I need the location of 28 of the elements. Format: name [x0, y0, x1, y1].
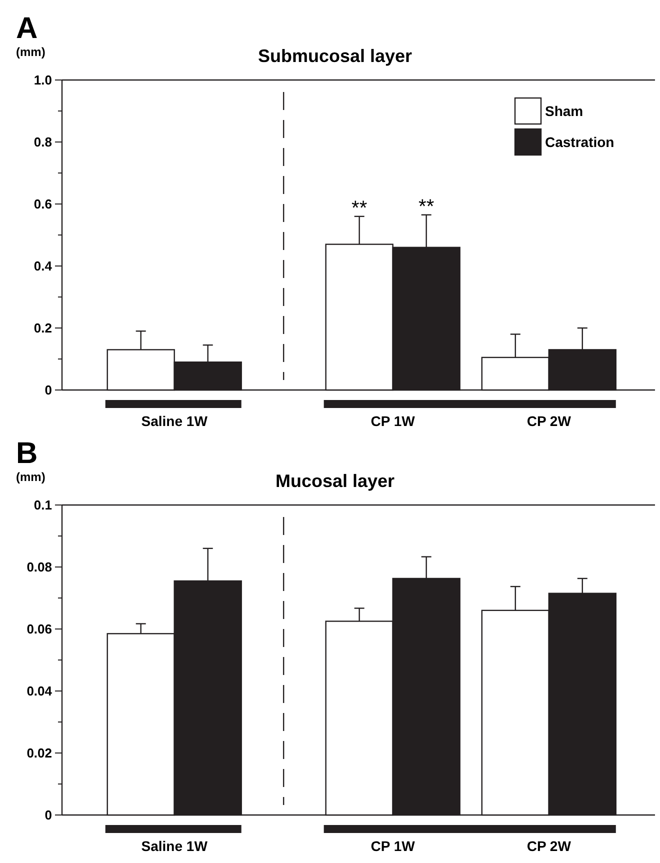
y-axis-title: (mm) [16, 470, 46, 484]
y-tick-label: 0.6 [34, 196, 52, 212]
y-tick-label: 0.02 [26, 746, 52, 761]
y-tick-label: 0 [44, 382, 52, 398]
annotation: ** [418, 196, 434, 218]
x-tick-label: CP 2W [526, 838, 572, 854]
x-tick-label: CP 2W [526, 413, 572, 429]
x-tick-label: Saline 1W [141, 413, 208, 429]
text: A [16, 12, 38, 45]
y-tick-label: 0.06 [26, 622, 52, 637]
y-tick-label: 0.1 [34, 498, 52, 513]
annotation: ** [352, 197, 368, 220]
y-tick-label: 0.8 [34, 134, 52, 150]
x-tick-label: Saline 1W [141, 838, 208, 854]
y-tick-label: 0 [44, 808, 52, 823]
legend-label: Sham [545, 102, 584, 119]
text: B [16, 437, 38, 470]
x-tick-label: CP 1W [370, 413, 416, 429]
chart-title: Submucosal layer [258, 46, 412, 66]
y-tick-label: 0.4 [34, 258, 53, 274]
y-tick-label: 0.2 [34, 320, 52, 336]
y-tick-label: 0.04 [26, 684, 53, 699]
y-tick-label: 1.0 [34, 72, 52, 88]
x-tick-label: CP 1W [370, 838, 416, 854]
legend-label: Castration [545, 134, 614, 150]
y-tick-label: 0.08 [26, 560, 52, 575]
chart-title: Mucosal layer [275, 471, 395, 491]
y-axis-title: (mm) [16, 45, 46, 59]
